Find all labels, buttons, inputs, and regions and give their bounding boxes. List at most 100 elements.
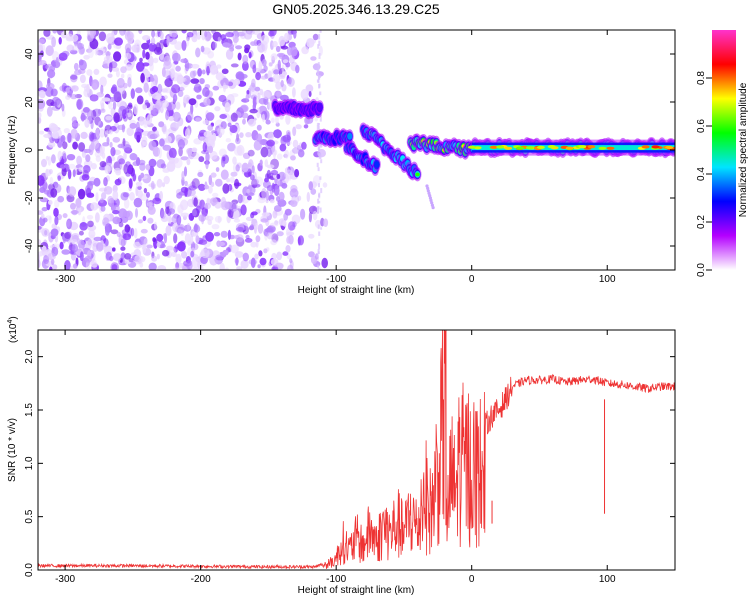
noise-blob — [47, 252, 56, 261]
noise-blob — [292, 126, 297, 137]
noise-blob — [67, 169, 72, 180]
noise-blob — [146, 202, 153, 207]
noise-streak — [319, 153, 322, 159]
noise-blob — [217, 36, 221, 42]
noise-blob — [250, 94, 258, 100]
noise-blob — [201, 207, 208, 217]
noise-blob — [50, 88, 58, 97]
noise-blob — [218, 148, 227, 157]
noise-blob — [212, 192, 219, 198]
noise-blob — [124, 52, 132, 60]
noise-streak — [317, 209, 319, 213]
noise-blob — [92, 82, 98, 91]
noise-blob — [220, 230, 228, 238]
noise-blob — [249, 108, 258, 114]
noise-blob — [297, 236, 301, 246]
noise-blob — [90, 30, 97, 37]
noise-blob — [152, 146, 161, 157]
noise-blob — [149, 133, 158, 140]
noise-blob — [184, 60, 190, 72]
noise-blob — [259, 257, 267, 266]
noise-blob — [49, 176, 54, 186]
noise-blob — [165, 206, 170, 215]
noise-blob — [160, 207, 165, 219]
noise-blob — [177, 204, 184, 214]
noise-blob — [257, 197, 266, 204]
noise-blob — [229, 176, 235, 183]
noise-blob — [191, 147, 198, 153]
noise-blob — [61, 50, 70, 58]
noise-blob — [233, 78, 241, 86]
noise-blob — [129, 191, 135, 201]
noise-blob — [94, 48, 99, 56]
noise-blob — [124, 64, 134, 71]
noise-blob — [255, 98, 260, 104]
noise-blob — [190, 78, 200, 84]
noise-blob — [99, 198, 104, 204]
noise-blob — [74, 69, 82, 76]
noise-blob — [59, 241, 64, 250]
noise-blob — [105, 51, 111, 57]
noise-blob — [209, 150, 218, 160]
noise-blob — [57, 150, 63, 161]
band-peak — [651, 145, 660, 149]
noise-blob — [61, 103, 65, 112]
noise-blob — [254, 222, 259, 230]
noise-blob — [53, 207, 59, 217]
colorbar-tick-label: 0.0 — [696, 263, 707, 277]
noise-blob — [250, 241, 257, 248]
noise-blob — [249, 84, 257, 90]
noise-blob — [122, 138, 126, 147]
noise-blob — [152, 126, 157, 132]
noise-blob — [45, 168, 49, 178]
noise-blob — [249, 224, 254, 230]
noise-blob — [82, 107, 90, 113]
noise-blob — [247, 149, 255, 157]
noise-blob — [91, 261, 98, 268]
snr-y-scale-prefix: (x10 — [8, 323, 19, 343]
spectrogram-x-tick-label: 100 — [599, 274, 616, 285]
noise-blob — [175, 224, 185, 234]
noise-blob — [154, 221, 157, 230]
noise-blob — [113, 112, 120, 124]
tail-dot — [428, 194, 432, 198]
noise-blob — [278, 73, 286, 80]
noise-blob — [185, 128, 191, 139]
noise-blob — [266, 139, 275, 147]
noise-blob — [174, 41, 183, 51]
noise-blob — [322, 182, 328, 188]
band-peak — [565, 146, 574, 150]
noise-blob — [267, 225, 276, 233]
noise-streak — [317, 264, 320, 269]
noise-blob — [67, 132, 72, 143]
noise-blob — [172, 111, 181, 122]
noise-blob — [171, 251, 177, 258]
noise-blob — [89, 94, 99, 102]
colorbar-label: Normalized spectral amplitude — [738, 82, 749, 217]
noise-blob — [222, 249, 229, 256]
noise-blob — [270, 239, 278, 246]
noise-blob — [263, 248, 268, 254]
noise-blob — [242, 252, 249, 262]
noise-blob — [123, 144, 132, 151]
noise-blob — [93, 177, 101, 187]
noise-blob — [234, 178, 240, 189]
noise-blob — [38, 175, 45, 186]
snr-y-scale-exponent: 4 — [7, 320, 14, 324]
noise-blob — [199, 136, 207, 142]
snr-y-tick-label: 1.5 — [24, 403, 35, 417]
noise-blob — [109, 61, 118, 69]
noise-blob — [291, 214, 301, 225]
noise-blob — [220, 169, 229, 180]
noise-blob — [110, 147, 116, 157]
noise-streak — [317, 44, 320, 49]
noise-blob — [62, 213, 68, 219]
noise-blob — [321, 257, 329, 269]
noise-blob — [227, 229, 231, 240]
noise-blob — [271, 117, 275, 123]
noise-blob — [113, 253, 122, 262]
noise-blob — [121, 229, 128, 235]
noise-blob — [158, 147, 162, 159]
noise-blob — [235, 137, 241, 145]
